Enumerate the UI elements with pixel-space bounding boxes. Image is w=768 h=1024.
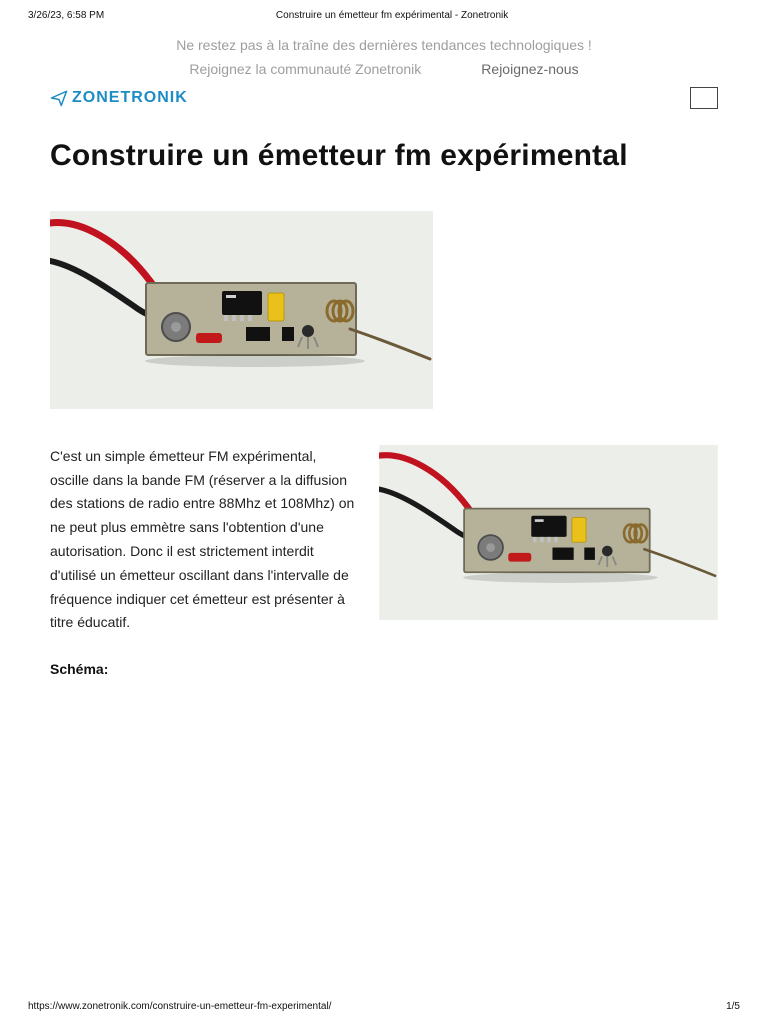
content: Ne restez pas à la traîne des dernières … [50,34,718,677]
text-column: C'est un simple émetteur FM expérimental… [50,445,355,677]
banner-line2: Rejoignez la communauté Zonetronik [189,58,421,80]
body-row: C'est un simple émetteur FM expérimental… [50,445,718,677]
banner-row: Rejoignez la communauté Zonetronik Rejoi… [50,58,718,80]
site-logo[interactable]: ZONETRONIK [50,89,188,107]
print-footer: https://www.zonetronik.com/construire-un… [28,1001,740,1012]
intro-paragraph: C'est un simple émetteur FM expérimental… [50,445,355,635]
schema-heading: Schéma: [50,661,355,677]
banner-line1: Ne restez pas à la traîne des dernières … [50,34,718,56]
header-row: ZONETRONIK [50,87,718,109]
inline-image [379,445,718,620]
logo-text: ZONETRONIK [72,89,188,107]
print-url: https://www.zonetronik.com/construire-un… [28,1001,331,1012]
print-spacer [680,10,740,21]
paper-plane-icon [50,89,68,107]
print-page-number: 1/5 [726,1001,740,1012]
page: 3/26/23, 6:58 PM Construire un émetteur … [0,0,768,1024]
top-banner: Ne restez pas à la traîne des dernières … [50,34,718,81]
pcb-photo-2 [379,445,718,620]
print-header: 3/26/23, 6:58 PM Construire un émetteur … [28,10,740,21]
pcb-photo-1 [50,211,433,409]
join-link[interactable]: Rejoignez-nous [481,58,578,80]
hamburger-menu[interactable] [690,87,718,109]
print-doc-title: Construire un émetteur fm expérimental -… [276,10,508,21]
page-title: Construire un émetteur fm expérimental [50,139,718,173]
hero-image [50,211,718,409]
print-datetime: 3/26/23, 6:58 PM [28,10,104,21]
